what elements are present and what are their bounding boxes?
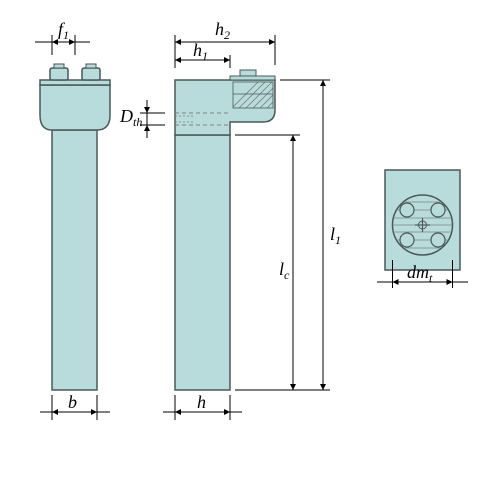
label-f1-sub: 1 (63, 28, 69, 42)
svg-text:h2: h2 (215, 19, 230, 42)
view-front: f1 b (35, 19, 110, 420)
dim-b: b (40, 392, 110, 420)
svg-text:h1: h1 (193, 40, 208, 63)
label-dmt-sub: t (429, 271, 433, 285)
label-h1: h (193, 40, 202, 60)
label-dth-sub: th (133, 115, 142, 129)
svg-text:Dth: Dth (119, 106, 142, 129)
dim-l1: l1 (235, 80, 341, 390)
svg-text:l1: l1 (330, 224, 341, 247)
dim-h: h (163, 392, 242, 420)
label-dth: D (119, 106, 133, 126)
label-dmt: dm (407, 262, 429, 282)
svg-text:lc: lc (279, 259, 290, 282)
label-h2: h (215, 19, 224, 39)
label-l1-sub: 1 (335, 233, 341, 247)
view-side: h2 h1 Dth h (119, 19, 341, 420)
label-h1-sub: 1 (202, 49, 208, 63)
svg-text:f1: f1 (58, 19, 69, 42)
label-h2-sub: 2 (224, 28, 230, 42)
dim-lc: lc (235, 135, 300, 390)
dim-dth: Dth (119, 100, 165, 138)
label-b: b (68, 392, 77, 412)
dim-f1: f1 (35, 19, 90, 55)
dim-h1: h1 (175, 40, 230, 68)
label-h: h (197, 392, 206, 412)
view-end: dmt (377, 170, 468, 288)
label-lc-sub: c (284, 268, 290, 282)
technical-drawing: f1 b (0, 0, 500, 500)
